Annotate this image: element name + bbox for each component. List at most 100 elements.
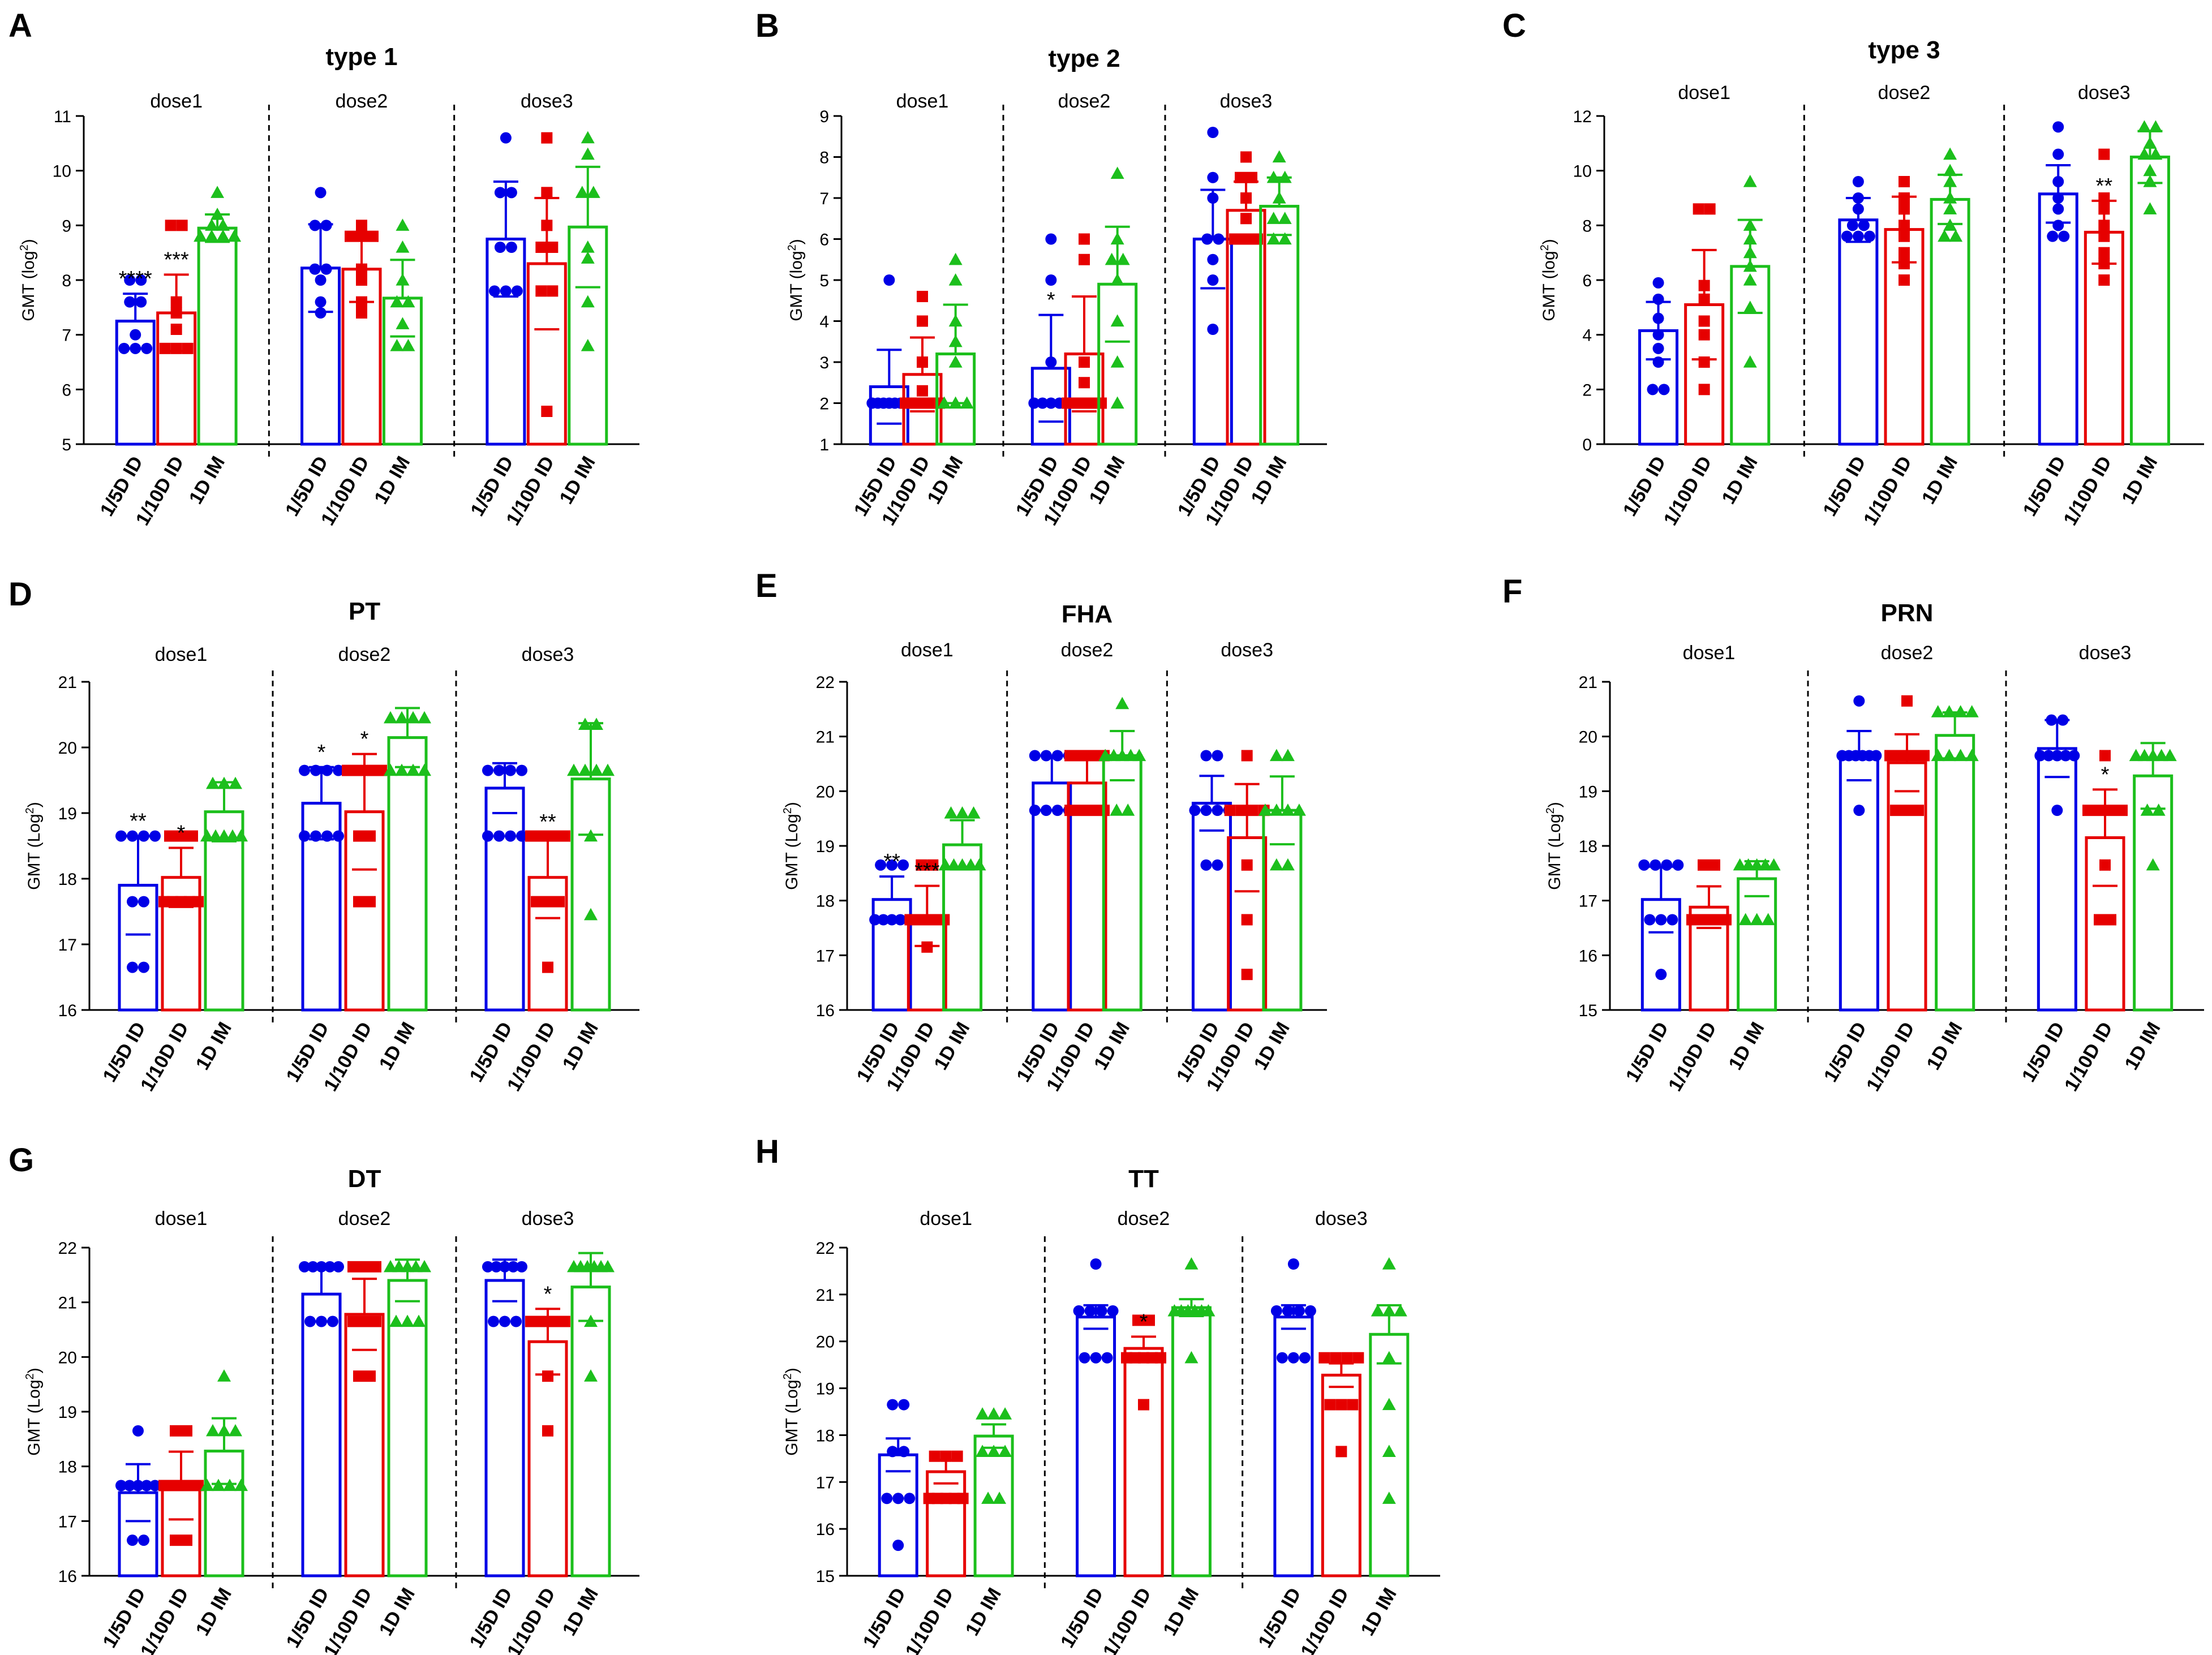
data-point-circle xyxy=(1045,356,1057,368)
dose-label: dose2 xyxy=(336,91,388,112)
data-point-square xyxy=(957,1493,969,1504)
data-point-triangle xyxy=(1382,1398,1396,1411)
data-point-square xyxy=(1240,213,1252,225)
dose-label: dose1 xyxy=(155,644,208,665)
data-point-circle xyxy=(2051,805,2063,816)
data-point-square xyxy=(940,1450,952,1462)
data-point-circle xyxy=(500,132,512,144)
y-tick-label: 19 xyxy=(816,1380,835,1399)
data-point-square xyxy=(176,220,188,231)
data-point-circle xyxy=(127,896,138,908)
data-point-triangle xyxy=(217,829,231,842)
data-point-circle xyxy=(1029,750,1041,762)
y-tick-label: 8 xyxy=(1582,217,1592,235)
data-point-circle xyxy=(315,307,327,319)
data-point-triangle xyxy=(1132,749,1146,762)
data-point-triangle xyxy=(967,806,981,819)
data-point-square xyxy=(2099,859,2111,871)
data-point-triangle xyxy=(216,218,230,231)
data-point-triangle xyxy=(1115,749,1129,762)
data-point-triangle xyxy=(601,1259,615,1273)
data-point-triangle xyxy=(1743,355,1757,368)
x-tick-label: 1D IM xyxy=(559,1018,603,1074)
data-point-square xyxy=(917,356,928,368)
data-point-circle xyxy=(333,764,344,776)
x-tick-label: 1/5D ID xyxy=(859,1584,910,1652)
data-point-triangle xyxy=(1110,232,1124,245)
data-point-square xyxy=(2098,192,2110,204)
data-point-triangle xyxy=(1281,803,1295,816)
bar-group: **1/10D ID xyxy=(2059,148,2124,529)
data-point-triangle xyxy=(1750,913,1764,926)
data-point-triangle xyxy=(1382,1351,1396,1364)
data-point-square xyxy=(2098,258,2110,269)
bar-group: 1/5D ID xyxy=(98,1425,161,1652)
data-point-triangle xyxy=(1266,170,1281,183)
data-point-circle xyxy=(138,961,149,973)
x-tick-label: 1/5D ID xyxy=(1254,1584,1305,1652)
data-point-square xyxy=(2098,230,2110,242)
data-point-triangle xyxy=(947,858,961,871)
significance-label: **** xyxy=(119,267,152,291)
data-point-square xyxy=(1062,397,1073,409)
y-tick-label: 18 xyxy=(1579,837,1597,856)
data-point-circle xyxy=(2046,714,2058,726)
data-point-square xyxy=(900,397,911,409)
y-tick-label: 3 xyxy=(819,354,829,372)
data-point-triangle xyxy=(948,355,963,368)
data-point-triangle xyxy=(586,186,600,198)
x-tick-label: 1D IM xyxy=(559,1584,603,1640)
data-point-square xyxy=(525,830,536,842)
data-point-triangle xyxy=(981,1491,995,1504)
data-point-circle xyxy=(1846,220,1858,231)
data-point-triangle xyxy=(937,396,951,409)
data-point-triangle xyxy=(2143,136,2157,149)
data-point-triangle xyxy=(1110,314,1124,327)
data-point-triangle xyxy=(1278,232,1292,245)
data-point-square xyxy=(2105,805,2116,816)
x-tick-label: 1D IM xyxy=(1159,1584,1203,1640)
bar xyxy=(1839,754,1879,1012)
data-point-square xyxy=(170,324,182,335)
data-point-circle xyxy=(149,1480,161,1491)
y-axis-label: GMT (Log2) xyxy=(24,1368,44,1456)
data-point-square xyxy=(1698,329,1710,341)
data-point-triangle xyxy=(205,229,219,242)
bar xyxy=(869,385,909,446)
data-point-circle xyxy=(1287,1258,1299,1270)
data-point-circle xyxy=(1045,397,1057,409)
y-axis-label: GMT (log2) xyxy=(786,239,806,321)
data-point-circle xyxy=(315,187,327,199)
bar-group: 1/10D ID xyxy=(1660,203,1725,529)
data-point-square xyxy=(1224,805,1236,816)
x-tick-label: 1D IM xyxy=(1250,1018,1294,1074)
dose-label: dose1 xyxy=(920,1208,972,1230)
data-point-square xyxy=(1235,805,1247,816)
data-point-triangle xyxy=(1272,150,1286,163)
data-point-triangle xyxy=(234,829,248,842)
data-point-triangle xyxy=(578,717,592,730)
dose-label: dose2 xyxy=(338,1208,391,1230)
data-point-triangle xyxy=(1758,858,1772,871)
data-point-square xyxy=(356,307,367,319)
data-point-circle xyxy=(1658,384,1670,396)
data-point-square xyxy=(1720,914,1732,926)
data-point-square xyxy=(359,1261,370,1273)
data-point-circle xyxy=(1040,805,1052,816)
data-point-circle xyxy=(127,1534,138,1546)
x-tick-label: 1D IM xyxy=(375,1584,419,1640)
data-point-triangle xyxy=(418,763,431,776)
y-tick-label: 7 xyxy=(62,326,71,345)
data-point-circle xyxy=(1282,1305,1294,1317)
x-tick-label: 1/5D ID xyxy=(2018,1018,2069,1086)
data-point-circle xyxy=(124,296,136,308)
data-point-square xyxy=(1084,397,1096,409)
bar xyxy=(1730,265,1771,446)
data-point-circle xyxy=(1201,233,1213,245)
chart-title: type 3 xyxy=(1868,36,1940,64)
panel-letter: G xyxy=(8,1142,34,1179)
data-point-square xyxy=(1698,384,1710,396)
data-point-circle xyxy=(1863,230,1875,242)
significance-label: ** xyxy=(2096,174,2113,198)
bar-group: 1D IM xyxy=(1918,147,1970,508)
